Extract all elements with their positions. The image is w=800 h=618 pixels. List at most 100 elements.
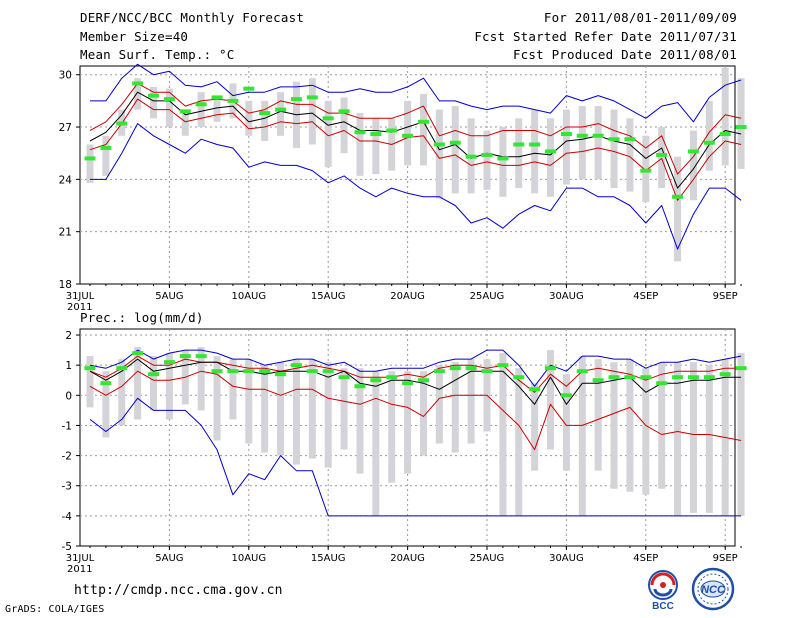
temp-green-mark-33 xyxy=(608,137,620,142)
precip-spread-bar-15 xyxy=(324,362,332,468)
precip-green-mark-25 xyxy=(481,369,493,374)
precip-spread-bar-36 xyxy=(658,362,666,489)
temp-green-mark-19 xyxy=(386,128,398,133)
precip-spread-bar-9 xyxy=(229,359,237,420)
precip-green-mark-20 xyxy=(402,381,414,386)
variable-label: Mean Surf. Temp.: °C xyxy=(80,47,235,62)
temp-spread-bar-16 xyxy=(340,97,348,154)
precip-spread-bar-10 xyxy=(245,359,253,444)
temp-green-mark-21 xyxy=(417,119,429,124)
temp-green-mark-36 xyxy=(656,152,668,157)
temp-green-mark-14 xyxy=(306,95,318,100)
temp-spread-bar-12 xyxy=(277,92,285,136)
precip-line-ensemble-mean xyxy=(89,358,742,405)
temp-green-mark-23 xyxy=(449,140,461,145)
temp-xstart-label: 31JUL xyxy=(66,291,95,302)
temp-spread-bar-27 xyxy=(515,118,523,189)
precip-spread-bar-20 xyxy=(404,371,412,474)
precip-xtick-label-3: 20AUG xyxy=(390,553,425,564)
precip-xtick-label-1: 10AUG xyxy=(231,553,266,564)
temp-green-mark-39 xyxy=(703,140,715,145)
temp-spread-bar-17 xyxy=(356,113,364,176)
precip-spread-bar-14 xyxy=(308,359,316,459)
temp-ytick-label-1: 21 xyxy=(59,227,72,239)
temp-ytick-label-4: 30 xyxy=(59,70,72,82)
temp-ytick-label-3: 27 xyxy=(59,122,72,134)
precip-spread-bar-22 xyxy=(435,365,443,444)
temp-spread-bar-20 xyxy=(404,100,412,166)
temp-green-mark-34 xyxy=(624,137,636,142)
precip-spread-bar-11 xyxy=(261,365,269,453)
temp-spread-bar-29 xyxy=(547,118,555,197)
temp-spread-bar-34 xyxy=(626,118,634,192)
precip-green-mark-34 xyxy=(624,375,636,380)
precip-spread-bar-23 xyxy=(451,362,459,453)
temp-green-mark-30 xyxy=(560,132,572,137)
precip-spread-bar-3 xyxy=(134,347,142,420)
temp-green-mark-29 xyxy=(545,149,557,154)
temp-green-mark-3 xyxy=(132,81,144,86)
temp-spread-bar-36 xyxy=(658,127,666,189)
temp-green-mark-4 xyxy=(148,93,160,98)
precip-green-mark-40 xyxy=(719,372,731,377)
chart-title: DERF/NCC/BCC Monthly Forecast xyxy=(80,10,305,25)
precip-line-lower-spread xyxy=(89,370,742,451)
precip-green-mark-16 xyxy=(338,375,350,380)
precip-green-mark-29 xyxy=(545,366,557,371)
temp-green-mark-18 xyxy=(370,132,382,137)
temp-green-mark-28 xyxy=(529,142,541,147)
precip-green-mark-11 xyxy=(259,369,271,374)
temp-spread-bar-18 xyxy=(372,118,380,175)
precip-green-mark-1 xyxy=(100,381,112,386)
precip-xstart-label: 31JUL xyxy=(66,553,95,564)
precip-green-mark-7 xyxy=(195,354,207,359)
temp-green-mark-11 xyxy=(259,111,271,116)
temp-spread-bar-7 xyxy=(197,92,205,128)
precip-green-mark-37 xyxy=(672,375,684,380)
temp-spread-bar-0 xyxy=(86,144,94,183)
precip-panel-title: Prec.: log(mm/d) xyxy=(80,310,204,325)
precip-green-mark-0 xyxy=(84,366,96,371)
temp-green-mark-24 xyxy=(465,154,477,159)
precip-spread-bar-0 xyxy=(86,356,94,408)
precip-spread-bar-2 xyxy=(118,359,126,426)
precip-xtick-label-6: 4SEP xyxy=(633,553,658,564)
temp-green-mark-9 xyxy=(227,98,239,103)
temp-line-ensemble-max xyxy=(90,63,742,123)
temp-green-mark-25 xyxy=(481,152,493,157)
temp-xyear-label: 2011 xyxy=(67,302,92,313)
precip-spread-bar-39 xyxy=(705,365,713,513)
temp-spread-bar-40 xyxy=(721,67,729,166)
precip-ytick-label-6: 1 xyxy=(65,360,72,372)
temp-spread-bar-38 xyxy=(689,130,697,201)
temp-green-mark-41 xyxy=(735,125,747,130)
precip-ytick-label-0: -5 xyxy=(62,541,72,553)
precip-green-mark-17 xyxy=(354,384,366,389)
precip-green-mark-6 xyxy=(179,354,191,359)
temp-spread-bar-23 xyxy=(451,106,459,194)
precip-ytick-label-1: -4 xyxy=(62,511,73,523)
precip-spread-bar-30 xyxy=(562,374,570,471)
precip-spread-bar-41 xyxy=(737,353,745,516)
precip-green-mark-23 xyxy=(449,366,461,371)
temp-green-mark-37 xyxy=(672,194,684,199)
temp-spread-bar-21 xyxy=(419,93,427,166)
precip-spread-bar-33 xyxy=(610,362,618,489)
temp-green-mark-35 xyxy=(640,168,652,173)
temp-xtick-label-7: 9SEP xyxy=(713,291,738,302)
precip-green-mark-5 xyxy=(163,360,175,365)
temp-green-mark-10 xyxy=(243,86,255,91)
temp-green-mark-32 xyxy=(592,133,604,138)
temp-green-mark-1 xyxy=(100,145,112,150)
precip-ytick-label-4: -1 xyxy=(62,420,72,432)
precip-line-ensemble-max xyxy=(89,349,742,387)
temp-spread-bar-41 xyxy=(737,78,745,169)
precip-spread-bar-38 xyxy=(689,362,697,513)
precip-xtick-label-0: 5AUG xyxy=(155,553,183,564)
temp-green-mark-5 xyxy=(163,97,175,102)
precip-ytick-label-2: -3 xyxy=(62,481,72,493)
precip-green-mark-10 xyxy=(243,369,255,374)
temp-green-mark-31 xyxy=(576,133,588,138)
precip-ytick-label-7: 2 xyxy=(65,330,72,342)
